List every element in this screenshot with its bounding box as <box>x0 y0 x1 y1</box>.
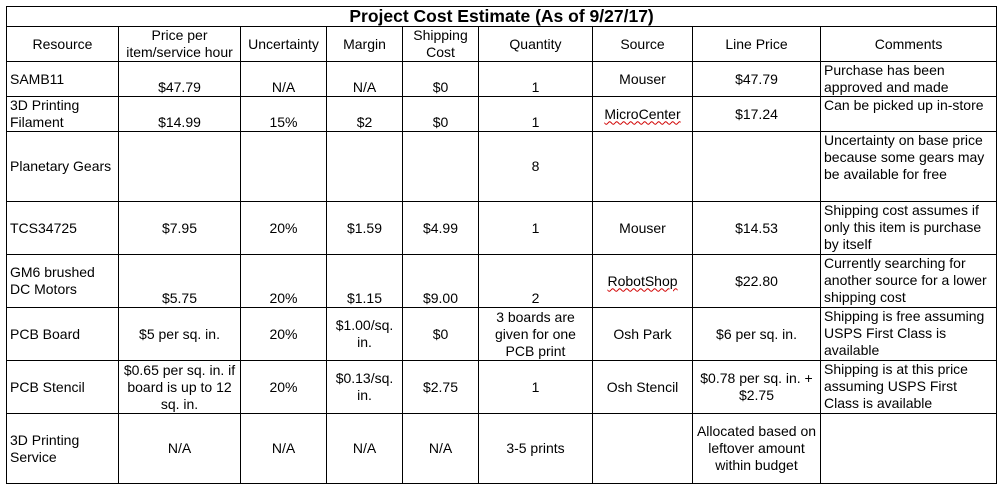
cell-comments: Shipping is at this price assuming USPS … <box>819 360 998 414</box>
cell-quantity: 1 <box>478 360 593 414</box>
cell-price: $14.99 <box>118 96 241 132</box>
header-uncertainty: Uncertainty <box>240 26 327 62</box>
source-text: MicroCenter <box>604 105 681 122</box>
cell-resource: Planetary Gears <box>6 131 119 202</box>
cell-uncertainty: 20% <box>240 254 327 308</box>
cell-resource: PCB Stencil <box>6 360 119 414</box>
cell-shipping: $0 <box>402 307 479 361</box>
cell-quantity: 3-5 prints <box>478 413 593 484</box>
cell-comments: Purchase has been approved and made <box>819 61 998 97</box>
cell-uncertainty: 20% <box>240 201 327 255</box>
cell-quantity: 1 <box>478 96 593 132</box>
cell-shipping: N/A <box>402 413 479 484</box>
cell-margin: $2 <box>326 96 403 132</box>
cell-comments: Shipping is free assuming USPS First Cla… <box>819 307 998 361</box>
cost-estimate-document: Project Cost Estimate (As of 9/27/17) Re… <box>5 6 998 484</box>
cell-line-price <box>692 131 821 202</box>
cell-price: $5 per sq. in. <box>118 307 241 361</box>
cell-quantity: 1 <box>478 201 593 255</box>
cell-price: $0.65 per sq. in. if board is up to 12 s… <box>118 360 241 414</box>
cell-line-price: $22.80 <box>692 254 821 308</box>
header-margin: Margin <box>326 26 403 62</box>
cell-uncertainty: 15% <box>240 96 327 132</box>
cell-source: Osh Park <box>592 307 693 361</box>
cell-price: $47.79 <box>118 61 241 97</box>
cell-line-price: $0.78 per sq. in. + $2.75 <box>692 360 821 414</box>
header-comments: Comments <box>819 26 998 62</box>
cell-price <box>118 131 241 202</box>
cell-source <box>592 413 693 484</box>
table-row: GM6 brushed DC Motors $5.75 20% $1.15 $9… <box>6 254 998 308</box>
header-line-price: Line Price <box>692 26 821 62</box>
cost-estimate-table: Project Cost Estimate (As of 9/27/17) Re… <box>5 6 998 484</box>
cell-shipping: $4.99 <box>402 201 479 255</box>
cell-comments: Shipping cost assumes if only this item … <box>819 201 998 255</box>
cell-shipping: $2.75 <box>402 360 479 414</box>
cell-margin: N/A <box>326 61 403 97</box>
header-source: Source <box>592 26 693 62</box>
cell-price: $5.75 <box>118 254 241 308</box>
table-row: PCB Board $5 per sq. in. 20% $1.00/sq. i… <box>6 307 998 361</box>
cell-resource: 3D Printing Filament <box>6 96 119 132</box>
table-title: Project Cost Estimate (As of 9/27/17) <box>5 6 998 27</box>
header-row: Resource Price per item/service hour Unc… <box>6 26 998 62</box>
cell-line-price: $17.24 <box>692 96 821 132</box>
cell-resource: 3D Printing Service <box>6 413 119 484</box>
cell-source: RobotShop <box>592 254 693 308</box>
header-quantity: Quantity <box>478 26 593 62</box>
cell-margin <box>326 131 403 202</box>
cell-uncertainty: 20% <box>240 307 327 361</box>
cell-comments <box>819 413 998 484</box>
cell-shipping <box>402 131 479 202</box>
cell-shipping: $0 <box>402 96 479 132</box>
cell-margin: N/A <box>326 413 403 484</box>
table-row: SAMB11 $47.79 N/A N/A $0 1 Mouser $47.79… <box>6 61 998 97</box>
cell-line-price: Allocated based on leftover amount withi… <box>692 413 821 484</box>
cell-comments: Currently searching for another source f… <box>819 254 998 308</box>
header-price: Price per item/service hour <box>118 26 241 62</box>
cell-resource: PCB Board <box>6 307 119 361</box>
cell-quantity: 2 <box>478 254 593 308</box>
cell-price: N/A <box>118 413 241 484</box>
cell-source: Mouser <box>592 61 693 97</box>
table-row: TCS34725 $7.95 20% $1.59 $4.99 1 Mouser … <box>6 201 998 255</box>
cell-uncertainty <box>240 131 327 202</box>
cell-price: $7.95 <box>118 201 241 255</box>
cell-margin: $1.00/sq. in. <box>326 307 403 361</box>
cell-margin: $1.59 <box>326 201 403 255</box>
cell-shipping: $9.00 <box>402 254 479 308</box>
cell-margin: $1.15 <box>326 254 403 308</box>
cell-source: Mouser <box>592 201 693 255</box>
cell-margin: $0.13/sq. in. <box>326 360 403 414</box>
cell-resource: TCS34725 <box>6 201 119 255</box>
cell-comments: Uncertainty on base price because some g… <box>819 131 998 202</box>
cell-source: Osh Stencil <box>592 360 693 414</box>
cell-comments: Can be picked up in-store <box>819 96 998 132</box>
cell-uncertainty: 20% <box>240 360 327 414</box>
cell-quantity: 3 boards are given for one PCB print <box>478 307 593 361</box>
table-row: Planetary Gears 8 Uncertainty on base pr… <box>6 131 998 202</box>
table-row: 3D Printing Service N/A N/A N/A N/A 3-5 … <box>6 413 998 484</box>
table-row: 3D Printing Filament $14.99 15% $2 $0 1 … <box>6 96 998 132</box>
cell-resource: GM6 brushed DC Motors <box>6 254 119 308</box>
cell-uncertainty: N/A <box>240 61 327 97</box>
cell-resource: SAMB11 <box>6 61 119 97</box>
cell-line-price: $6 per sq. in. <box>692 307 821 361</box>
cell-quantity: 8 <box>478 131 593 202</box>
table-row: PCB Stencil $0.65 per sq. in. if board i… <box>6 360 998 414</box>
cell-quantity: 1 <box>478 61 593 97</box>
source-text: RobotShop <box>607 272 678 289</box>
cell-source: MicroCenter <box>592 96 693 132</box>
cell-line-price: $14.53 <box>692 201 821 255</box>
header-shipping: Shipping Cost <box>402 26 479 62</box>
cell-shipping: $0 <box>402 61 479 97</box>
cell-source <box>592 131 693 202</box>
cell-uncertainty: N/A <box>240 413 327 484</box>
cell-line-price: $47.79 <box>692 61 821 97</box>
header-resource: Resource <box>6 26 119 62</box>
